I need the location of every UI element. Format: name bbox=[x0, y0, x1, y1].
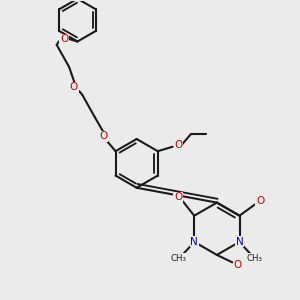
Text: CH₃: CH₃ bbox=[171, 254, 187, 263]
Text: O: O bbox=[174, 192, 182, 202]
Text: CH₃: CH₃ bbox=[247, 254, 263, 263]
Text: O: O bbox=[60, 34, 68, 44]
Text: O: O bbox=[256, 196, 264, 206]
Text: O: O bbox=[70, 82, 78, 92]
Text: N: N bbox=[236, 237, 243, 247]
Text: N: N bbox=[190, 237, 198, 247]
Text: O: O bbox=[233, 260, 242, 270]
Text: O: O bbox=[174, 140, 183, 150]
Text: O: O bbox=[99, 131, 107, 141]
